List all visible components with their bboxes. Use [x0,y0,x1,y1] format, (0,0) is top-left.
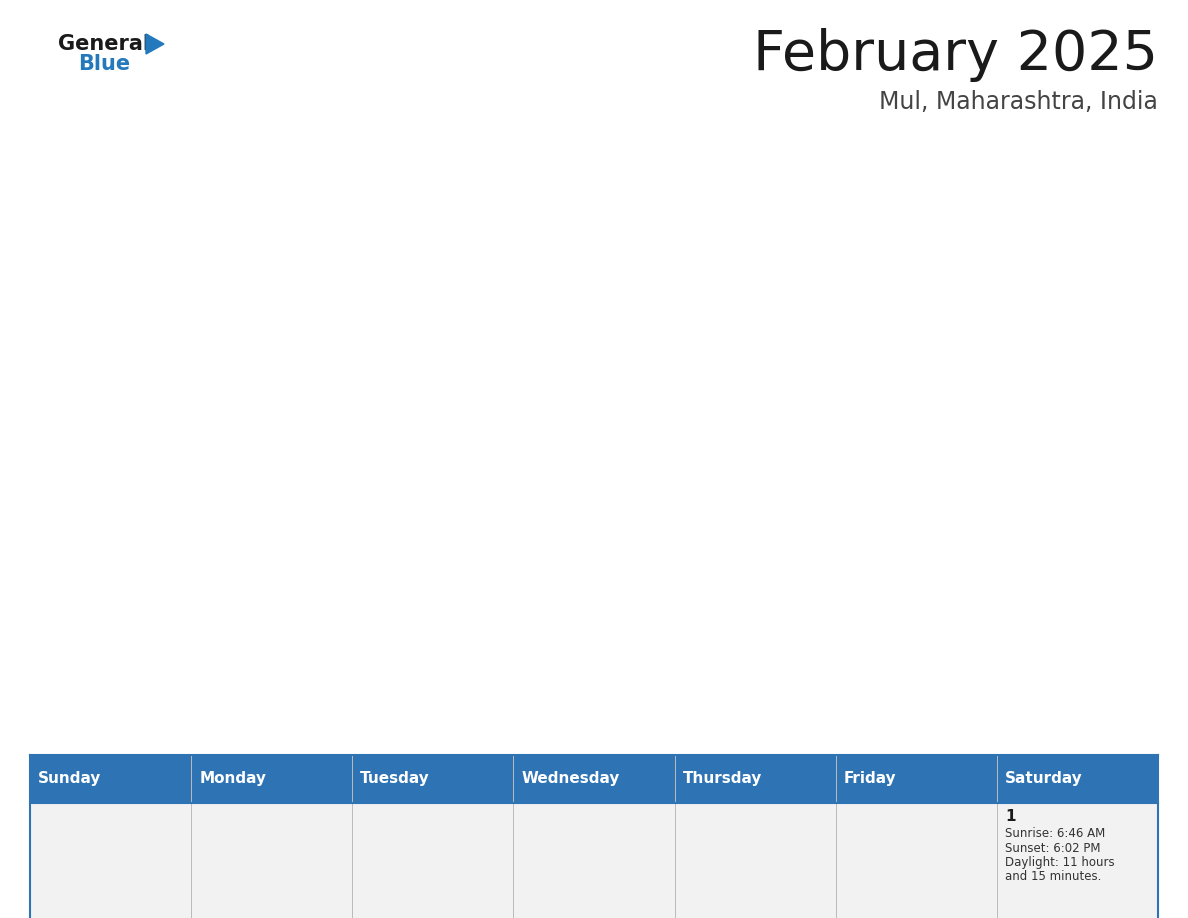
Text: Mul, Maharashtra, India: Mul, Maharashtra, India [879,90,1158,114]
Bar [191,803,353,918]
Text: Tuesday: Tuesday [360,771,430,787]
Bar [997,755,1158,803]
Text: Blue: Blue [78,54,131,74]
Bar [353,803,513,918]
Text: 1: 1 [1005,809,1016,824]
Text: Sunrise: 6:46 AM: Sunrise: 6:46 AM [1005,827,1105,840]
Bar [513,755,675,803]
Polygon shape [146,34,164,54]
Text: Sunday: Sunday [38,771,101,787]
Bar [675,803,835,918]
Bar [675,755,835,803]
Text: Wednesday: Wednesday [522,771,620,787]
Text: Friday: Friday [843,771,896,787]
Text: Thursday: Thursday [683,771,762,787]
Text: Saturday: Saturday [1005,771,1082,787]
Text: Monday: Monday [200,771,266,787]
Bar [353,755,513,803]
Bar [30,803,191,918]
Bar [835,803,997,918]
Bar [191,755,353,803]
Bar [30,755,191,803]
Text: February 2025: February 2025 [753,28,1158,82]
Bar [997,803,1158,918]
Bar [835,755,997,803]
Text: General: General [58,34,150,54]
Text: Sunset: 6:02 PM: Sunset: 6:02 PM [1005,842,1100,855]
Text: Daylight: 11 hours: Daylight: 11 hours [1005,856,1114,869]
Text: and 15 minutes.: and 15 minutes. [1005,870,1101,883]
Bar [513,803,675,918]
